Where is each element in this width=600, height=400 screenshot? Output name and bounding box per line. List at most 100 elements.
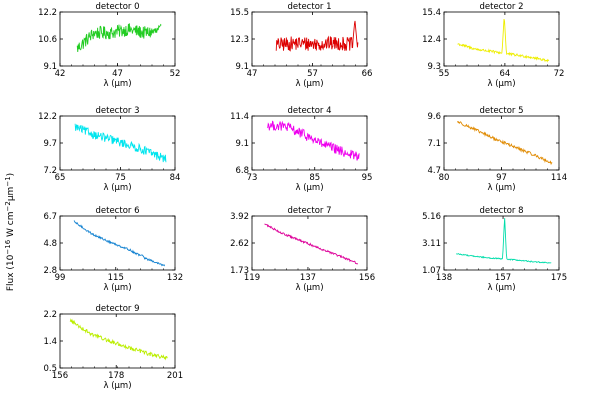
- spectrum-line-detector-9: [69, 318, 168, 361]
- spectrum-line-detector-3: [74, 123, 167, 163]
- y-tick-label: 0.5: [43, 364, 57, 374]
- panel-title: detector 1: [288, 2, 332, 12]
- y-tick-label: 12.2: [38, 112, 57, 122]
- x-axis-label: λ (µm): [487, 79, 515, 89]
- x-tick-label: 138: [436, 273, 452, 283]
- panel-detector-5: detector 5 80 97 114 4.7 7.1 9.6 λ (µm): [427, 106, 567, 193]
- y-tick-label: 15.5: [230, 8, 249, 18]
- x-tick-label: 73: [247, 173, 258, 183]
- x-tick-label: 47: [247, 69, 258, 79]
- x-tick-label: 75: [115, 173, 126, 183]
- panel-title: detector 6: [96, 206, 140, 216]
- x-axis-label: λ (µm): [295, 79, 323, 89]
- figure-ylabel: Flux (10−16 W cm−2µm−1): [4, 173, 16, 291]
- panel-detector-1: detector 1 47 57 66 9.1 12.3 15.5 λ (µm): [230, 2, 372, 89]
- panel-title: detector 4: [288, 106, 332, 116]
- panel-detector-9: detector 9 156 178 201 0.5 1.4 2.2 λ (µm): [43, 304, 183, 391]
- y-tick-label: 9.1: [43, 62, 57, 72]
- x-tick-label: 156: [359, 273, 375, 283]
- panel-title: detector 9: [96, 304, 140, 314]
- x-tick-label: 137: [300, 273, 316, 283]
- panel-title: detector 7: [288, 206, 332, 216]
- x-tick-label: 95: [362, 173, 373, 183]
- spectrum-line-detector-6: [73, 220, 165, 267]
- plot-frame: [59, 313, 176, 369]
- x-tick-label: 175: [551, 273, 567, 283]
- panel-detector-2: detector 2 55 64 72 9.3 12.4 15.4 λ (µm): [422, 2, 564, 89]
- panel-detector-8: detector 8 138 157 175 1.07 3.11 5.16 λ (µm): [422, 206, 567, 293]
- y-tick-label: 4.7: [427, 166, 441, 176]
- y-tick-label: 2.62: [230, 239, 249, 249]
- y-tick-label: 1.4: [43, 337, 57, 347]
- y-tick-label: 1.73: [230, 266, 249, 276]
- plot-frame: [443, 11, 560, 67]
- panel-title: detector 8: [480, 206, 524, 216]
- y-tick-label: 12.3: [230, 35, 249, 45]
- x-tick-label: 156: [52, 371, 68, 381]
- x-tick-label: 80: [439, 173, 450, 183]
- spectrum-line-detector-2: [457, 18, 550, 63]
- panel-title: detector 5: [480, 106, 524, 116]
- y-tick-label: 12.2: [38, 8, 57, 18]
- y-tick-label: 7.1: [427, 139, 441, 149]
- y-tick-label: 1.07: [422, 266, 441, 276]
- y-tick-label: 9.7: [43, 139, 57, 149]
- x-tick-label: 72: [554, 69, 565, 79]
- x-axis-label: λ (µm): [295, 283, 323, 293]
- x-tick-label: 132: [167, 273, 183, 283]
- plot-frame: [443, 115, 560, 171]
- x-axis-label: λ (µm): [103, 381, 131, 391]
- y-tick-label: 9.1: [235, 139, 249, 149]
- y-tick-label: 3.11: [422, 239, 441, 249]
- x-tick-label: 157: [495, 273, 511, 283]
- x-tick-label: 57: [307, 69, 318, 79]
- x-axis-label: λ (µm): [295, 183, 323, 193]
- panel-title: detector 2: [480, 2, 524, 12]
- y-tick-label: 10.6: [38, 35, 57, 45]
- panel-container: detector 042 47 529.110.612.2λ (µm)detecto…: [38, 2, 567, 391]
- x-tick-label: 65: [55, 173, 66, 183]
- x-axis-label: λ (µm): [487, 183, 515, 193]
- y-tick-label: 9.6: [427, 112, 441, 122]
- x-axis-label: λ (µm): [103, 283, 131, 293]
- y-tick-label: 15.4: [422, 8, 441, 18]
- x-tick-label: 178: [108, 371, 124, 381]
- panel-title: detector 3: [96, 106, 140, 116]
- y-tick-label: 6.7: [43, 212, 57, 222]
- x-tick-label: 201: [167, 371, 183, 381]
- x-tick-label: 84: [170, 173, 181, 183]
- y-tick-label: 3.92: [230, 212, 249, 222]
- x-tick-label: 99: [55, 273, 66, 283]
- panel-detector-6: detector 6 99 115 132 2.8 4.8 6.7 λ (µm): [43, 206, 183, 293]
- plot-frame: [251, 11, 368, 67]
- x-axis-label: λ (µm): [103, 183, 131, 193]
- spectrum-line-detector-0: [76, 23, 162, 53]
- plot-frame: [59, 115, 176, 171]
- y-tick-label: 2.8: [43, 266, 57, 276]
- y-tick-label: 9.3: [427, 62, 441, 72]
- spectrum-line-detector-4: [267, 120, 360, 161]
- x-tick-label: 115: [108, 273, 124, 283]
- x-tick-label: 85: [309, 173, 320, 183]
- x-tick-label: 55: [439, 69, 450, 79]
- x-tick-label: 97: [496, 173, 507, 183]
- plot-frame: [59, 215, 176, 271]
- y-tick-label: 7.2: [43, 166, 57, 176]
- x-tick-label: 66: [362, 69, 373, 79]
- plot-frame: [251, 115, 368, 171]
- x-tick-label: 64: [499, 69, 510, 79]
- y-tick-label: 11.4: [230, 112, 249, 122]
- x-tick-label: 42: [55, 69, 66, 79]
- y-tick-label: 4.8: [43, 239, 57, 249]
- panel-detector-4: detector 4 73 85 95 6.8 9.1 11.4 λ (µm): [230, 106, 372, 193]
- spectrum-line-detector-1: [275, 20, 359, 52]
- x-tick-label: 119: [244, 273, 260, 283]
- panel-detector-7: detector 7 119 137 156 1.73 2.62 3.92 λ (µm): [230, 206, 375, 293]
- panel-detector-3: detector 3 65 75 84 7.2 9.7 12.2 λ (µm): [38, 106, 180, 193]
- x-tick-label: 47: [112, 69, 123, 79]
- y-tick-label: 12.4: [422, 35, 441, 45]
- y-tick-label: 5.16: [422, 212, 441, 222]
- x-tick-label: 114: [551, 173, 567, 183]
- spectrum-line-detector-8: [456, 218, 552, 264]
